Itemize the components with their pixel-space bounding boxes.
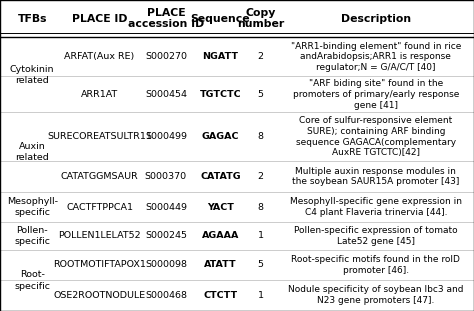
Text: TFBs: TFBs <box>18 14 47 24</box>
Text: Multiple auxin response modules in
the soybean SAUR15A promoter [43]: Multiple auxin response modules in the s… <box>292 167 460 186</box>
Text: "ARR1-binding element" found in rice
andArabidopsis;ARR1 is response
regulator;N: "ARR1-binding element" found in rice and… <box>291 42 461 72</box>
Text: ARR1AT: ARR1AT <box>81 90 118 99</box>
Text: NGATT: NGATT <box>202 52 238 61</box>
Text: S000098: S000098 <box>145 260 187 269</box>
Text: 1: 1 <box>258 291 264 300</box>
Text: S000468: S000468 <box>145 291 187 300</box>
Text: S000270: S000270 <box>145 52 187 61</box>
Text: TGTCTC: TGTCTC <box>200 90 241 99</box>
Text: SURECOREATSULTR11: SURECOREATSULTR11 <box>47 132 152 141</box>
Text: CTCTT: CTCTT <box>203 291 237 300</box>
Text: PLACE ID: PLACE ID <box>72 14 128 24</box>
Text: 2: 2 <box>258 52 264 61</box>
Text: Pollen-specific expression of tomato
Late52 gene [45]: Pollen-specific expression of tomato Lat… <box>294 226 458 246</box>
Text: Pollen-
specific: Pollen- specific <box>14 226 50 246</box>
Text: 1: 1 <box>258 231 264 240</box>
Text: "ARF biding site" found in the
promoters of primary/early response
gene [41]: "ARF biding site" found in the promoters… <box>292 79 459 110</box>
Text: Description: Description <box>341 14 411 24</box>
Text: CACTFTPPCA1: CACTFTPPCA1 <box>66 202 133 211</box>
Text: 8: 8 <box>258 202 264 211</box>
Text: 5: 5 <box>258 260 264 269</box>
Text: Cytokinin
related: Cytokinin related <box>10 65 55 85</box>
Text: GAGAC: GAGAC <box>201 132 239 141</box>
Text: S000454: S000454 <box>145 90 187 99</box>
Text: 5: 5 <box>258 90 264 99</box>
Text: Root-
specific: Root- specific <box>14 271 50 290</box>
Text: S000499: S000499 <box>145 132 187 141</box>
Text: YACT: YACT <box>207 202 234 211</box>
Text: OSE2ROOTNODULE: OSE2ROOTNODULE <box>54 291 146 300</box>
Text: AGAAA: AGAAA <box>202 231 239 240</box>
Text: POLLEN1LELAT52: POLLEN1LELAT52 <box>58 231 141 240</box>
Text: ATATT: ATATT <box>204 260 237 269</box>
Text: PLACE
accession ID: PLACE accession ID <box>128 8 204 30</box>
Text: Sequence: Sequence <box>191 14 250 24</box>
Text: S000245: S000245 <box>145 231 187 240</box>
Text: ROOTMOTIFTAPOX1: ROOTMOTIFTAPOX1 <box>53 260 146 269</box>
Text: Core of sulfur-responsive element
SURE); containing ARF binding
sequence GAGACA(: Core of sulfur-responsive element SURE);… <box>296 116 456 157</box>
Text: CATATGGMSAUR: CATATGGMSAUR <box>61 172 138 181</box>
Text: Root-specific motifs found in the rolD
promoter [46].: Root-specific motifs found in the rolD p… <box>292 255 460 275</box>
Text: ARFAT(Aux RE): ARFAT(Aux RE) <box>64 52 135 61</box>
Text: 8: 8 <box>258 132 264 141</box>
Text: 2: 2 <box>258 172 264 181</box>
Text: S000370: S000370 <box>145 172 187 181</box>
Text: Nodule specificity of soybean lbc3 and
N23 gene promoters [47].: Nodule specificity of soybean lbc3 and N… <box>288 285 464 305</box>
Text: S000449: S000449 <box>145 202 187 211</box>
Text: Copy
number: Copy number <box>237 8 284 30</box>
Text: CATATG: CATATG <box>200 172 241 181</box>
Text: Mesophyll-specific gene expression in
C4 plant Flaveria trinervia [44].: Mesophyll-specific gene expression in C4… <box>290 197 462 217</box>
Text: Auxin
related: Auxin related <box>15 142 49 162</box>
Text: Mesophyll-
specific: Mesophyll- specific <box>7 197 58 217</box>
